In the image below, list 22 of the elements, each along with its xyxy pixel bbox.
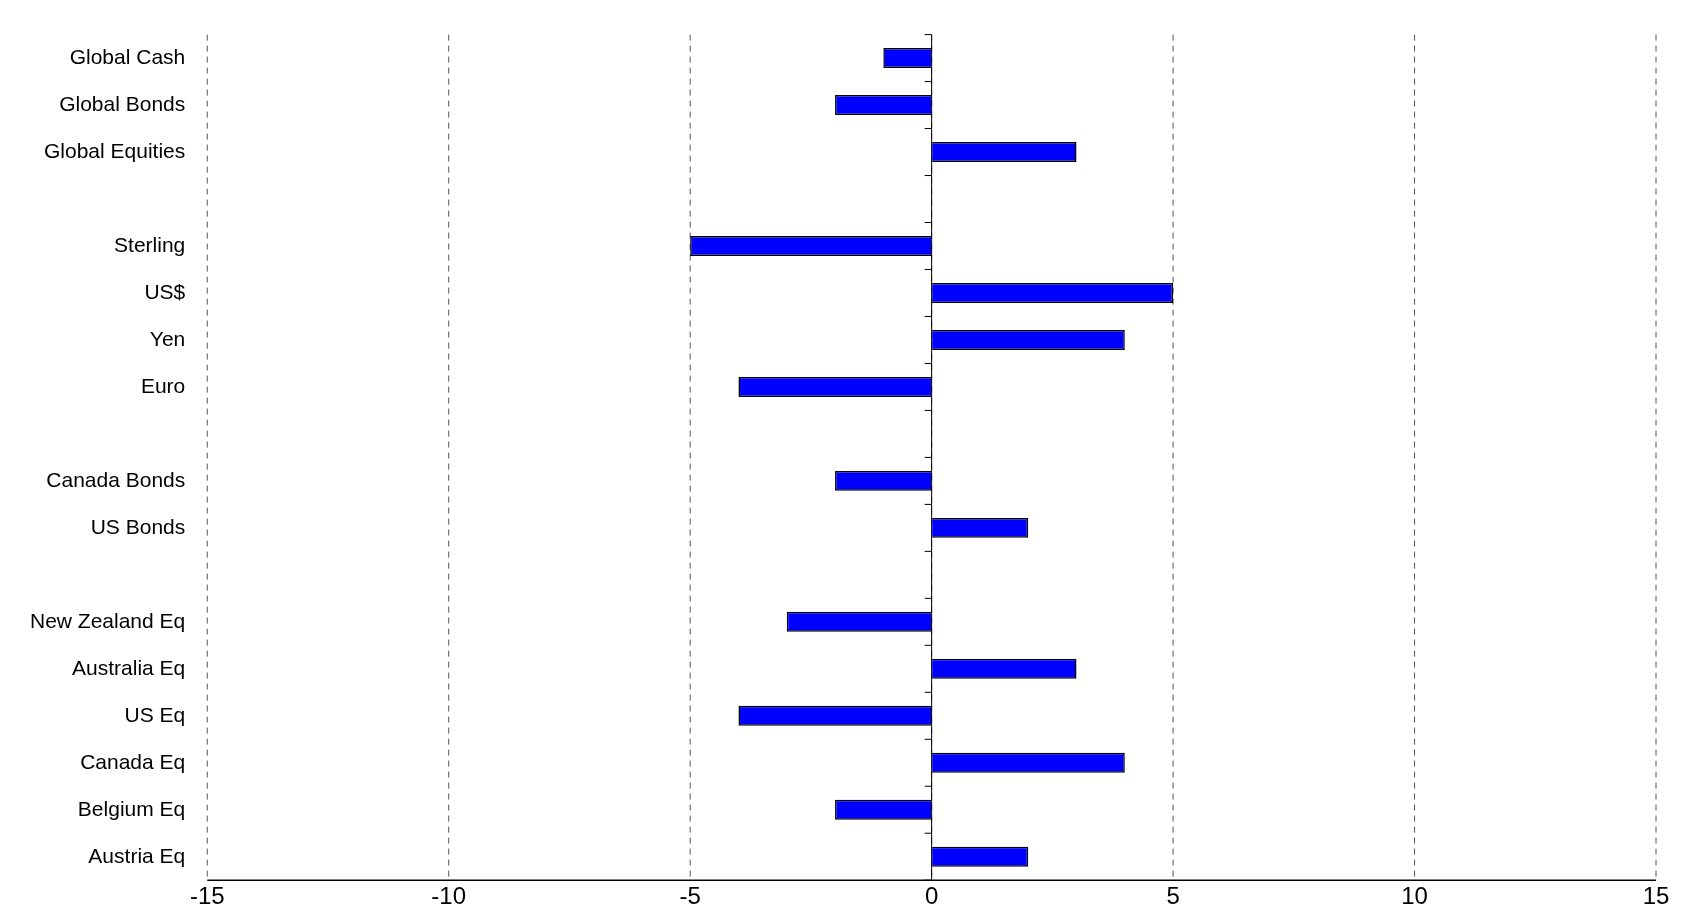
y-tick-label: Belgium Eq [77,796,186,820]
y-tick-label: Yen [149,326,186,350]
y-tick-label: New Zealand Eq [29,608,186,632]
y-tick-label: Austria Eq [88,843,186,867]
y-tick-label: Euro [140,373,186,397]
y-tick-label: Global Equities [44,138,186,162]
y-tick-label: US$ [144,279,186,303]
y-tick-label: Global Cash [69,44,186,68]
x-tick-label: 15 [1642,882,1670,910]
y-tick-label: Australia Eq [72,655,186,679]
y-tick-label: Canada Bonds [46,467,186,491]
x-tick-label: 0 [924,882,939,910]
x-tick-label: -5 [679,882,701,910]
x-tick-label: 5 [1166,882,1180,910]
y-tick-label: Canada Eq [80,749,186,773]
y-tick-label: Sterling [114,232,186,256]
y-tick-label: US Bonds [90,514,186,538]
y-tick-label: Global Bonds [59,91,186,115]
x-tick-label: 10 [1401,882,1428,910]
x-tick-label: -15 [189,882,225,910]
y-tick-label: US Eq [124,702,186,726]
x-tick-label: -10 [431,882,467,910]
